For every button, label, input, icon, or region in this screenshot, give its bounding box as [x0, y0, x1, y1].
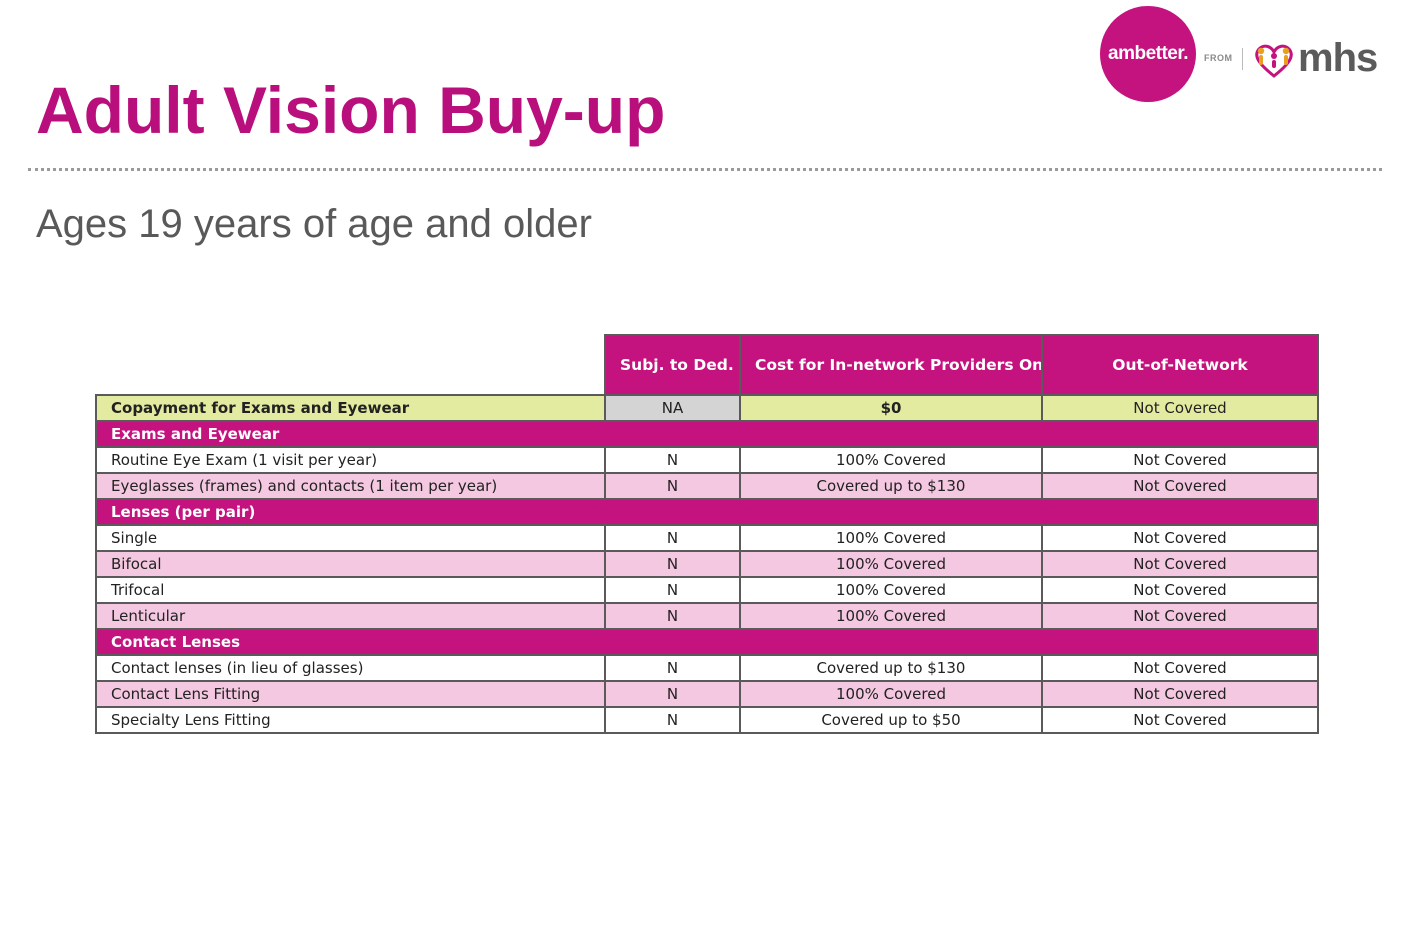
deductible-cell: N: [604, 576, 741, 604]
out-network-cell: Not Covered: [1041, 680, 1319, 708]
in-network-cell: 100% Covered: [739, 602, 1043, 630]
benefit-label: Contact lenses (in lieu of glasses): [95, 654, 606, 682]
out-network-cell: Not Covered: [1041, 706, 1319, 734]
table-row: Lenticular N 100% Covered Not Covered: [95, 602, 1319, 630]
out-network-cell: Not Covered: [1041, 446, 1319, 474]
benefit-label: Lenticular: [95, 602, 606, 630]
dotted-divider: [28, 168, 1382, 171]
logo-from-text: FROM: [1204, 53, 1233, 63]
section-header-row: Lenses (per pair): [95, 498, 1319, 526]
deductible-cell: N: [604, 524, 741, 552]
header-blank: [96, 335, 605, 396]
deductible-cell: N: [604, 706, 741, 734]
copay-row: Copayment for Exams and Eyewear NA $0 No…: [95, 394, 1319, 422]
in-network-cell: Covered up to $130: [739, 472, 1043, 500]
deductible-cell: N: [604, 446, 741, 474]
out-network-cell: Not Covered: [1041, 576, 1319, 604]
in-network-cell: 100% Covered: [739, 524, 1043, 552]
slide-subtitle: Ages 19 years of age and older: [36, 202, 592, 246]
benefit-label: Bifocal: [95, 550, 606, 578]
deductible-cell: N: [604, 680, 741, 708]
table-row: Contact lenses (in lieu of glasses) N Co…: [95, 654, 1319, 682]
table-row: Eyeglasses (frames) and contacts (1 item…: [95, 472, 1319, 500]
ambetter-mhs-logo: ambetter. FROM mhs: [1100, 6, 1390, 102]
header-in-network-cost: Cost for In-network Providers Only: [739, 334, 1043, 396]
header-out-of-network: Out-of-Network: [1041, 334, 1319, 396]
benefit-label: Single: [95, 524, 606, 552]
in-network-cell: 100% Covered: [739, 576, 1043, 604]
copay-in-network: $0: [739, 394, 1043, 422]
benefit-label: Contact Lens Fitting: [95, 680, 606, 708]
in-network-cell: Covered up to $50: [739, 706, 1043, 734]
table-row: Single N 100% Covered Not Covered: [95, 524, 1319, 552]
in-network-cell: 100% Covered: [739, 680, 1043, 708]
section-title: Lenses (per pair): [95, 498, 1319, 526]
copay-ded: NA: [604, 394, 741, 422]
slide-title: Adult Vision Buy-up: [36, 73, 666, 147]
vision-benefits-table: Subj. to Ded. Cost for In-network Provid…: [95, 334, 1319, 734]
section-header-row: Exams and Eyewear: [95, 420, 1319, 448]
family-icon: [1255, 44, 1293, 78]
section-title: Contact Lenses: [95, 628, 1319, 656]
table-row: Contact Lens Fitting N 100% Covered Not …: [95, 680, 1319, 708]
benefit-label: Trifocal: [95, 576, 606, 604]
out-network-cell: Not Covered: [1041, 524, 1319, 552]
deductible-cell: N: [604, 654, 741, 682]
ambetter-wordmark: ambetter.: [1108, 43, 1188, 64]
table-row: Specialty Lens Fitting N Covered up to $…: [95, 706, 1319, 734]
in-network-cell: 100% Covered: [739, 550, 1043, 578]
logo-separator: [1242, 48, 1243, 70]
out-network-cell: Not Covered: [1041, 602, 1319, 630]
out-network-cell: Not Covered: [1041, 654, 1319, 682]
benefit-label: Routine Eye Exam (1 visit per year): [95, 446, 606, 474]
in-network-cell: 100% Covered: [739, 446, 1043, 474]
deductible-cell: N: [604, 602, 741, 630]
ambetter-logo-circle: ambetter.: [1100, 6, 1196, 102]
benefit-label: Specialty Lens Fitting: [95, 706, 606, 734]
in-network-cell: Covered up to $130: [739, 654, 1043, 682]
deductible-cell: N: [604, 550, 741, 578]
deductible-cell: N: [604, 472, 741, 500]
table-row: Routine Eye Exam (1 visit per year) N 10…: [95, 446, 1319, 474]
table-row: Trifocal N 100% Covered Not Covered: [95, 576, 1319, 604]
section-header-row: Contact Lenses: [95, 628, 1319, 656]
section-title: Exams and Eyewear: [95, 420, 1319, 448]
table-row: Bifocal N 100% Covered Not Covered: [95, 550, 1319, 578]
copay-label: Copayment for Exams and Eyewear: [95, 394, 606, 422]
header-subj-to-ded: Subj. to Ded.: [604, 334, 741, 396]
out-network-cell: Not Covered: [1041, 550, 1319, 578]
out-network-cell: Not Covered: [1041, 472, 1319, 500]
mhs-wordmark: mhs: [1298, 36, 1378, 80]
table-header-row: Subj. to Ded. Cost for In-network Provid…: [96, 334, 1319, 396]
benefit-label: Eyeglasses (frames) and contacts (1 item…: [95, 472, 606, 500]
copay-out-network: Not Covered: [1041, 394, 1319, 422]
